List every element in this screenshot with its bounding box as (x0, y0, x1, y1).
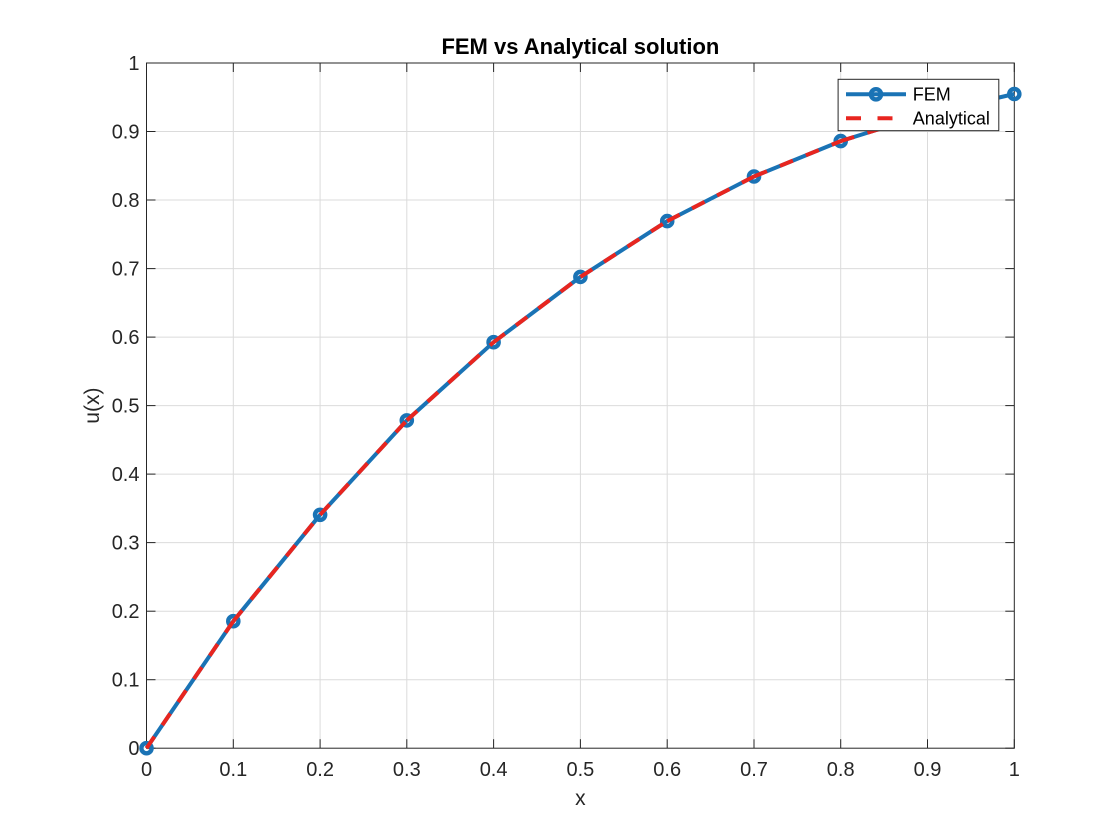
svg-text:0.1: 0.1 (219, 759, 247, 781)
svg-text:0.5: 0.5 (112, 396, 140, 418)
svg-text:0.7: 0.7 (112, 259, 140, 281)
svg-text:0.8: 0.8 (827, 759, 855, 781)
svg-text:0.7: 0.7 (740, 759, 768, 781)
svg-text:0.4: 0.4 (112, 464, 140, 486)
svg-text:0.3: 0.3 (393, 759, 421, 781)
svg-text:x: x (575, 787, 586, 810)
svg-text:0.8: 0.8 (112, 190, 140, 212)
svg-text:0.2: 0.2 (112, 601, 140, 623)
svg-text:1: 1 (128, 53, 139, 75)
svg-text:FEM: FEM (913, 85, 951, 105)
svg-text:0.2: 0.2 (306, 759, 334, 781)
svg-text:FEM vs Analytical solution: FEM vs Analytical solution (441, 34, 719, 59)
svg-text:0.5: 0.5 (566, 759, 594, 781)
svg-text:0.3: 0.3 (112, 533, 140, 555)
svg-text:0.6: 0.6 (112, 327, 140, 349)
svg-text:0.9: 0.9 (914, 759, 942, 781)
svg-text:1: 1 (1009, 759, 1020, 781)
svg-text:0.9: 0.9 (112, 122, 140, 144)
svg-text:0: 0 (128, 738, 139, 760)
svg-text:0: 0 (141, 759, 152, 781)
svg-text:0.4: 0.4 (480, 759, 508, 781)
svg-text:0.6: 0.6 (653, 759, 681, 781)
svg-text:Analytical: Analytical (913, 109, 990, 129)
svg-text:u(x): u(x) (81, 388, 104, 424)
svg-text:0.1: 0.1 (112, 670, 140, 692)
